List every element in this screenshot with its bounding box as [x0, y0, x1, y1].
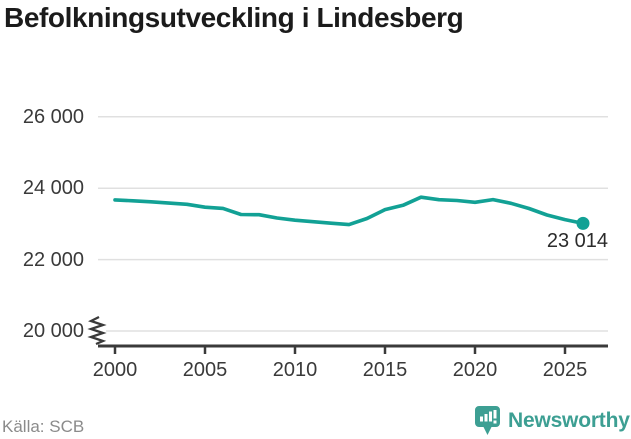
y-axis-tick-label: 26 000	[22, 106, 84, 128]
newsworthy-wordmark: Newsworthy	[508, 409, 630, 432]
x-axis-tick-label: 2010	[272, 359, 318, 381]
source-label: Källa: SCB	[2, 417, 85, 436]
y-axis-tick-label: 20 000	[22, 320, 84, 342]
last-value-label: 23 014	[546, 230, 608, 252]
y-axis-tick-label: 24 000	[22, 177, 84, 199]
x-axis-tick-label: 2025	[542, 359, 588, 381]
newsworthy-logo: Newsworthy	[474, 405, 630, 437]
x-axis-tick-label: 2020	[452, 359, 498, 381]
x-axis-tick-label: 2000	[92, 359, 138, 381]
y-axis-tick-label: 22 000	[22, 249, 84, 271]
x-axis-tick-label: 2015	[362, 359, 408, 381]
newsworthy-speech-bubble-bar-chart-icon	[475, 406, 500, 435]
x-axis-tick-label: 2005	[182, 359, 228, 381]
chart-title: Befolkningsutveckling i Lindesberg	[4, 2, 464, 33]
